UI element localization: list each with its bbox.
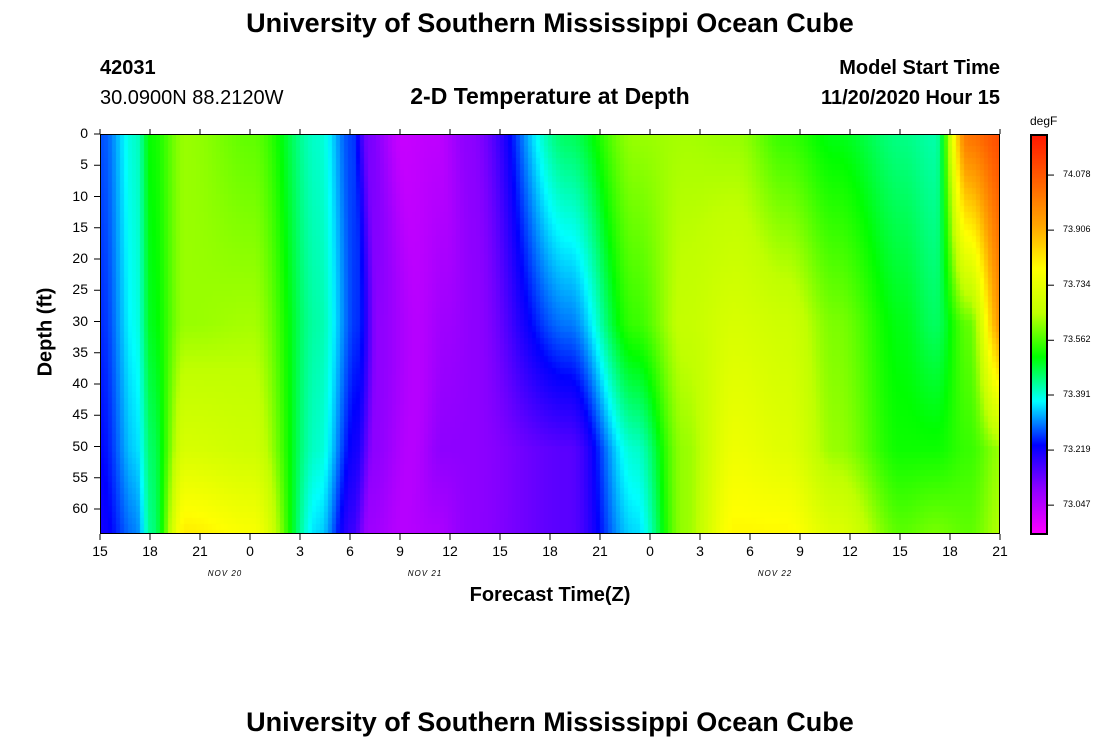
x-tick-label: 6 xyxy=(346,543,354,559)
y-tick-label: 30 xyxy=(72,312,88,329)
station-id: 42031 xyxy=(100,57,156,79)
x-tick-label: 15 xyxy=(892,543,908,559)
y-tick-label: 15 xyxy=(72,218,88,235)
y-tick-label: 0 xyxy=(80,125,88,141)
x-axis-label: Forecast Time(Z) xyxy=(469,584,631,606)
y-tick-label: 50 xyxy=(72,437,88,454)
colorbar-label: 74.078 xyxy=(1063,169,1091,180)
y-tick-label: 25 xyxy=(72,281,88,298)
x-tick-label: 18 xyxy=(142,543,158,559)
x-tick-label: 21 xyxy=(592,543,608,559)
x-tick-label: 0 xyxy=(246,543,254,559)
footer-title: University of Southern Mississippi Ocean… xyxy=(246,707,854,737)
y-axis-label: Depth (ft) xyxy=(34,287,57,377)
x-tick-label: 15 xyxy=(492,543,508,559)
x-tick-label: 0 xyxy=(646,543,654,559)
date-label: NOV 22 xyxy=(757,569,793,578)
x-tick-label: 3 xyxy=(696,543,704,559)
x-tick-label: 21 xyxy=(992,543,1008,559)
colorbar-label: 73.734 xyxy=(1063,279,1091,290)
y-tick-label: 40 xyxy=(72,375,88,391)
x-tick-label: 9 xyxy=(396,543,404,559)
x-tick-label: 15 xyxy=(92,543,108,559)
x-tick-label: 12 xyxy=(842,543,858,559)
station-coords: 30.0900N 88.2120W xyxy=(100,87,284,109)
y-tick-label: 5 xyxy=(80,156,88,173)
date-label: NOV 21 xyxy=(407,569,443,578)
y-tick-label: 20 xyxy=(72,250,88,266)
colorbar xyxy=(1030,134,1048,535)
y-tick-label: 10 xyxy=(72,187,88,204)
x-tick-label: 21 xyxy=(192,543,208,559)
colorbar-label: 73.047 xyxy=(1063,499,1091,510)
x-tick-label: 6 xyxy=(746,543,754,559)
x-tick-label: 3 xyxy=(296,543,304,559)
plot-frame xyxy=(100,134,1000,534)
colorbar-unit: degF xyxy=(1030,114,1058,128)
x-tick-label: 9 xyxy=(796,543,804,559)
colorbar-label: 73.906 xyxy=(1063,224,1091,235)
y-tick-label: 35 xyxy=(72,343,88,360)
model-start-label: Model Start Time xyxy=(839,57,1000,79)
colorbar-label: 73.391 xyxy=(1063,389,1091,399)
date-label: NOV 20 xyxy=(207,569,243,578)
y-tick-label: 55 xyxy=(72,468,88,485)
plot-title: 2-D Temperature at Depth xyxy=(410,83,690,109)
y-tick-label: 60 xyxy=(72,500,88,516)
temperature-heatmap xyxy=(100,134,1000,534)
model-start-time: 11/20/2020 Hour 15 xyxy=(820,87,1000,109)
colorbar-label: 73.562 xyxy=(1063,334,1091,345)
y-tick-label: 45 xyxy=(72,406,88,423)
x-tick-label: 18 xyxy=(542,543,558,559)
colorbar-label: 73.219 xyxy=(1063,444,1091,455)
x-tick-label: 12 xyxy=(442,543,458,559)
page-title: University of Southern Mississippi Ocean… xyxy=(246,8,854,38)
x-tick-label: 18 xyxy=(942,543,958,559)
